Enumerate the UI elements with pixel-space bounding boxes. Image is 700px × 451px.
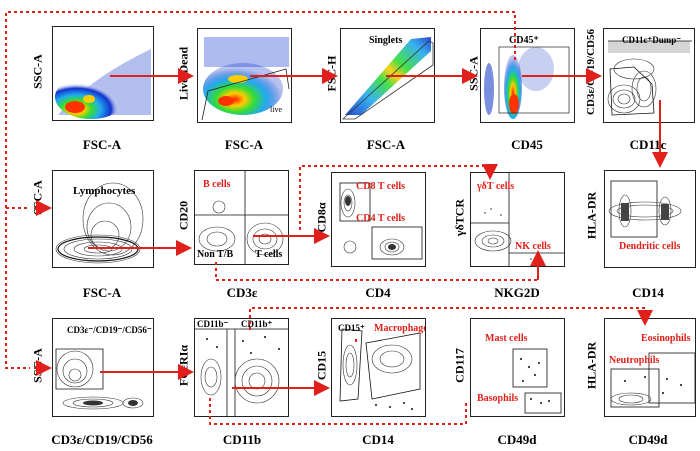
contour-plot — [55, 348, 144, 410]
plot-fcer1a-vs-cd11b: CD11b⁻ CD11b⁺ — [194, 318, 289, 417]
p14-ylabel: CD117 — [452, 348, 467, 383]
plot-hladr-vs-cd14: Dendritic cells — [604, 170, 696, 268]
plot-ssc-vs-fsc — [52, 26, 154, 121]
plot-cd8-vs-cd4: CD8 T cells CD4 T cells — [331, 172, 426, 267]
contour-plot — [607, 40, 692, 116]
p7-ylabel: CD20 — [176, 200, 191, 231]
plot-dump-vs-cd11c: CD11c⁺Dump⁻ — [603, 28, 695, 123]
gate-dump-neg: CD3ε⁻/CD19⁻/CD56⁻ — [67, 325, 152, 335]
gate-cd4-t: CD4 T cells — [356, 213, 406, 224]
gate-eosinophils: Eosinophils — [641, 333, 691, 344]
gate-live: live — [270, 105, 282, 114]
p1-xlabel: FSC-A — [82, 137, 122, 152]
p15-xlabel: CD49d — [628, 432, 668, 447]
p11-xlabel: CD3ε/CD19/CD56 — [51, 432, 153, 447]
p10-ylabel: HLA-DR — [584, 191, 599, 240]
p3-ylabel: FSC-H — [324, 55, 339, 92]
p6-xlabel: FSC-A — [82, 285, 122, 300]
gate-cd11c-dump: CD11c⁺Dump⁻ — [622, 35, 682, 45]
plot-cd117-vs-cd49d: Mast cells Basophils — [470, 318, 565, 417]
gate-basophils: Basophils — [477, 393, 519, 404]
gate-cd15-pos: CD15⁺ — [338, 323, 365, 333]
p7-xlabel: CD3ε — [226, 285, 258, 300]
p5-xlabel: CD11c — [629, 137, 667, 152]
p8-xlabel: CD4 — [365, 285, 391, 300]
plot-lymphocytes: Lymphocytes — [52, 170, 154, 268]
p4-ylabel: SSC-A — [466, 56, 481, 91]
p5-ylabel: CD3ε/CD19/CD56 — [585, 29, 597, 115]
p4-xlabel: CD45 — [511, 137, 543, 152]
p13-ylabel: CD15 — [314, 350, 329, 381]
gate-cd11b-neg: CD11b⁻ — [197, 319, 229, 329]
p1-ylabel: SSC-A — [30, 54, 45, 89]
p8-ylabel: CD8α — [314, 202, 329, 233]
gate-macrophages: Macrophages — [374, 323, 426, 334]
plot-cd20-vs-cd3e: B cells Non T/B T cells — [194, 170, 289, 265]
p9-ylabel: γδTCR — [452, 198, 467, 237]
scatter-plot — [512, 348, 562, 414]
contour-plot — [610, 352, 695, 408]
gate-dendritic: Dendritic cells — [619, 241, 681, 252]
p2-ylabel: Live-Dead — [176, 46, 191, 101]
p10-xlabel: CD14 — [632, 285, 664, 300]
gate-cd11b-pos: CD11b⁺ — [241, 319, 273, 329]
gate-cd45-pos: CD45⁺ — [509, 35, 539, 46]
gate-singlets: Singlets — [369, 35, 403, 46]
plot-hladr-vs-cd49d: Eosinophils Neutrophils — [604, 318, 696, 417]
p12-ylabel: FCεRIα — [176, 344, 191, 387]
contour-plot — [195, 328, 288, 416]
p13-xlabel: CD14 — [362, 432, 394, 447]
p6-ylabel: SSC-A — [30, 180, 45, 215]
p2-xlabel: FSC-A — [224, 137, 264, 152]
p15-ylabel: HLA-DR — [584, 341, 599, 390]
p14-xlabel: CD49d — [497, 432, 537, 447]
plot-ssc-vs-cd45: CD45⁺ — [480, 28, 575, 123]
gate-b-cells: B cells — [203, 179, 231, 190]
p12-xlabel: CD11b — [222, 432, 262, 447]
plot-gdtcr-vs-nkg2d: γδT cells NK cells — [470, 172, 565, 267]
gate-mast: Mast cells — [485, 333, 528, 344]
p11-ylabel: SSC-A — [30, 348, 45, 383]
contour-plot — [608, 180, 682, 238]
gate-neutrophils: Neutrophils — [609, 355, 660, 366]
plot-ssc-vs-dump: CD3ε⁻/CD19⁻/CD56⁻ — [52, 318, 154, 417]
density-plot — [55, 49, 151, 119]
gate-cd8-t: CD8 T cells — [356, 181, 406, 192]
gate-non-tb: Non T/B — [197, 249, 234, 260]
gate-gd-t: γδT cells — [477, 181, 515, 192]
plot-cd15-vs-cd14: CD15⁺ Macrophages — [331, 318, 426, 417]
gate-lymphocytes: Lymphocytes — [73, 185, 136, 197]
plot-fsch-vs-fsca: Singlets — [340, 28, 435, 123]
gate-nk: NK cells — [515, 241, 551, 252]
p9-xlabel: NKG2D — [494, 285, 540, 300]
gate-t-cells: T cells — [255, 249, 283, 260]
p3-xlabel: FSC-A — [366, 137, 406, 152]
plot-livedead-vs-fsc: live — [197, 28, 292, 123]
